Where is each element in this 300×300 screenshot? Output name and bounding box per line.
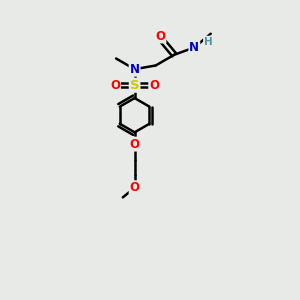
Text: O: O bbox=[155, 29, 166, 43]
Text: H: H bbox=[204, 37, 213, 46]
Text: N: N bbox=[189, 41, 199, 54]
Text: N: N bbox=[130, 63, 140, 76]
Text: O: O bbox=[130, 181, 140, 194]
Text: O: O bbox=[149, 79, 159, 92]
Text: O: O bbox=[110, 79, 120, 92]
Text: O: O bbox=[130, 138, 140, 151]
Text: S: S bbox=[130, 79, 140, 92]
